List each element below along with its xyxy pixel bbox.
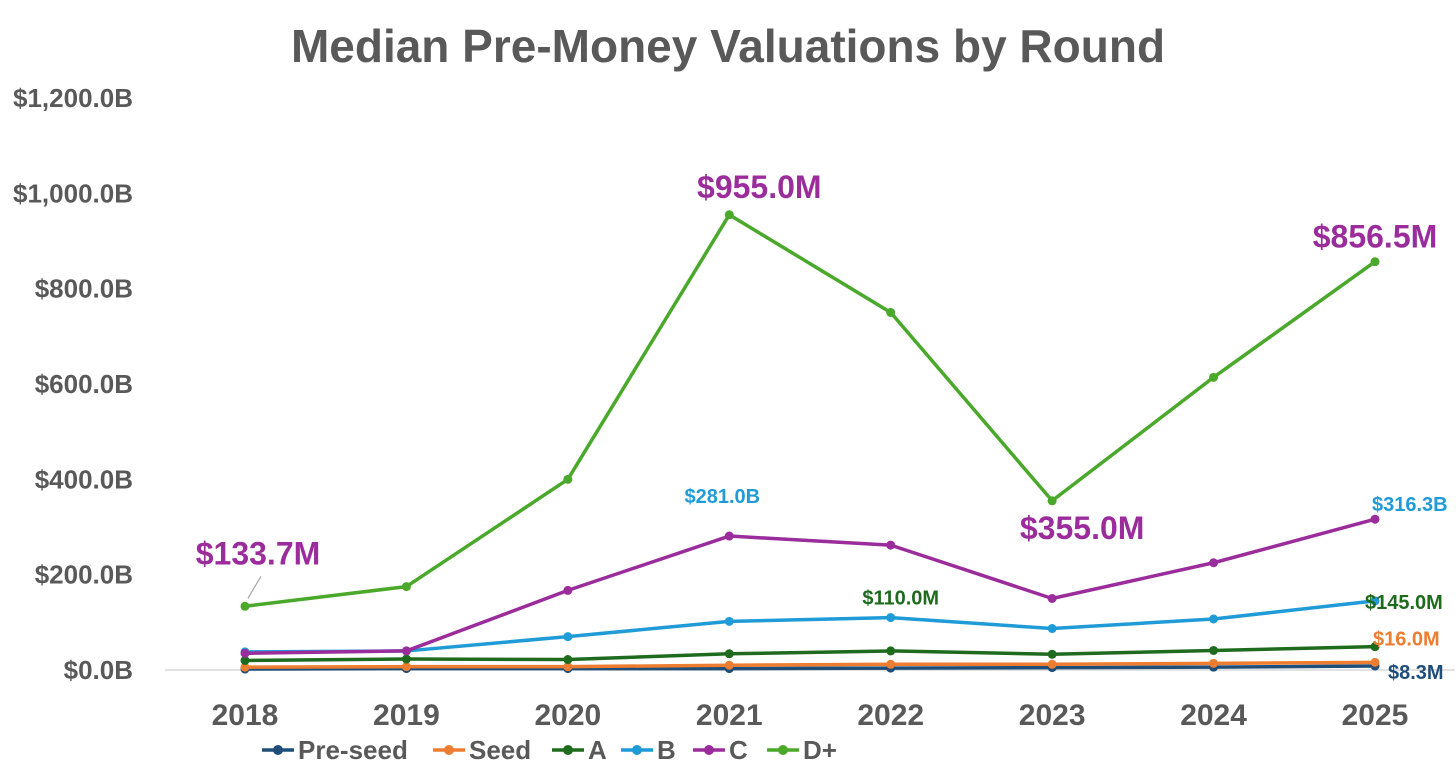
- x-tick-label: 2022: [857, 699, 924, 732]
- data-point-seed: [1047, 659, 1057, 669]
- legend-label: Seed: [469, 735, 531, 765]
- data-point-c: [240, 648, 250, 658]
- legend-item-seed: Seed: [433, 735, 531, 765]
- data-point-d: [563, 474, 573, 484]
- data-point-c: [886, 540, 896, 550]
- y-tick-label: $0.0B: [64, 655, 133, 685]
- data-point-b: [1047, 624, 1057, 634]
- legend-label: C: [729, 735, 748, 765]
- x-tick-label: 2019: [373, 699, 440, 732]
- data-point-b: [886, 613, 896, 623]
- x-axis: 2018 2019 2020 2021 2022 2023 2024 2025: [212, 699, 1409, 732]
- legend-swatch-marker: [563, 745, 573, 755]
- series-line-c: [244, 517, 1376, 656]
- series-d: [240, 210, 1380, 611]
- legend-swatch-marker: [632, 745, 642, 755]
- data-point-seed: [724, 660, 734, 670]
- x-tick-label: 2025: [1342, 699, 1409, 732]
- y-tick-label: $600.0B: [35, 369, 133, 399]
- data-point-d: [1209, 372, 1219, 382]
- data-point-b: [1370, 596, 1380, 606]
- data-point-seed: [1370, 657, 1380, 667]
- y-axis: $0.0B $200.0B $400.0B $600.0B $800.0B $1,000.…: [13, 83, 1455, 685]
- data-point-a: [1370, 642, 1380, 652]
- data-point-d: [724, 210, 734, 220]
- series-line-seed: [244, 660, 1376, 669]
- legend-swatch-marker: [444, 745, 454, 755]
- legend-swatch-marker: [778, 745, 788, 755]
- y-tick-label: $800.0B: [35, 274, 133, 304]
- series-c: [240, 514, 1380, 658]
- data-point-seed: [240, 662, 250, 672]
- legend-item-a: A: [552, 735, 607, 765]
- data-label: $133.7M: [196, 535, 321, 571]
- series-seed: [240, 657, 1380, 672]
- data-point-b: [563, 632, 573, 642]
- y-tick-label: $400.0B: [35, 464, 133, 494]
- chart-title: Median Pre-Money Valuations by Round: [291, 20, 1165, 72]
- data-point-a: [563, 655, 573, 665]
- data-point-a: [1209, 645, 1219, 655]
- data-point-c: [401, 646, 411, 656]
- data-label: $955.0M: [697, 169, 822, 205]
- x-tick-label: 2018: [212, 699, 279, 732]
- series-line-a: [244, 644, 1376, 663]
- data-label: $856.5M: [1313, 219, 1438, 255]
- legend-item-c: C: [693, 735, 748, 765]
- legend-label: A: [588, 735, 607, 765]
- data-label-layer: $133.7M $955.0M $355.0M $856.5M $281.0B $316.…: [196, 169, 1448, 684]
- data-point-c: [1209, 558, 1219, 568]
- data-point-a: [724, 649, 734, 659]
- data-point-c: [1047, 594, 1057, 603]
- legend-item-d: D+: [767, 735, 837, 765]
- data-point-d: [886, 308, 896, 317]
- legend-label: D+: [803, 735, 837, 765]
- data-point-c: [1370, 514, 1380, 524]
- data-point-a: [401, 654, 411, 664]
- data-point-d: [240, 601, 250, 611]
- legend-item-pre-seed: Pre-seed: [262, 735, 408, 765]
- data-point-a: [886, 646, 896, 656]
- series-line-b: [244, 599, 1376, 654]
- legend-item-b: B: [621, 735, 676, 765]
- data-label: $355.0M: [1020, 510, 1145, 546]
- data-point-d: [1047, 496, 1057, 506]
- series-layer: [240, 210, 1380, 674]
- y-tick-label: $1,200.0B: [13, 83, 133, 113]
- x-tick-label: 2021: [696, 699, 763, 732]
- data-point-c: [563, 585, 573, 595]
- data-point-seed: [886, 659, 896, 669]
- data-label: $8.3M: [1388, 662, 1444, 684]
- legend-label: Pre-seed: [298, 735, 408, 765]
- data-point-d: [401, 582, 411, 592]
- legend-swatch-marker: [273, 745, 283, 755]
- data-label: $110.0M: [862, 588, 939, 610]
- data-label: $16.0M: [1373, 628, 1440, 650]
- legend-label: B: [657, 735, 676, 765]
- legend: Pre-seed Seed A B C D+: [262, 735, 837, 765]
- series-line-d: [244, 213, 1377, 609]
- x-tick-label: 2023: [1019, 699, 1086, 732]
- data-label: $281.0B: [684, 486, 760, 508]
- x-tick-label: 2020: [534, 699, 601, 732]
- series-a: [240, 642, 1380, 665]
- data-point-a: [240, 655, 250, 665]
- data-label: $316.3B: [1372, 494, 1448, 516]
- y-tick-label: $200.0B: [35, 560, 133, 590]
- data-point-a: [1047, 649, 1057, 659]
- legend-swatch-marker: [704, 745, 714, 755]
- data-point-b: [724, 616, 734, 626]
- data-label: $145.0M: [1365, 592, 1443, 614]
- data-point-d: [1370, 257, 1380, 267]
- data-point-c: [724, 531, 734, 541]
- data-point-seed: [401, 662, 411, 672]
- data-point-seed: [563, 662, 573, 672]
- data-label-leader-line: [247, 575, 262, 599]
- data-point-seed: [1209, 658, 1219, 668]
- y-tick-label: $1,000.0B: [13, 178, 133, 208]
- data-point-b: [1209, 614, 1219, 624]
- series-line-pre-seed: [244, 664, 1376, 671]
- x-tick-label: 2024: [1180, 699, 1247, 732]
